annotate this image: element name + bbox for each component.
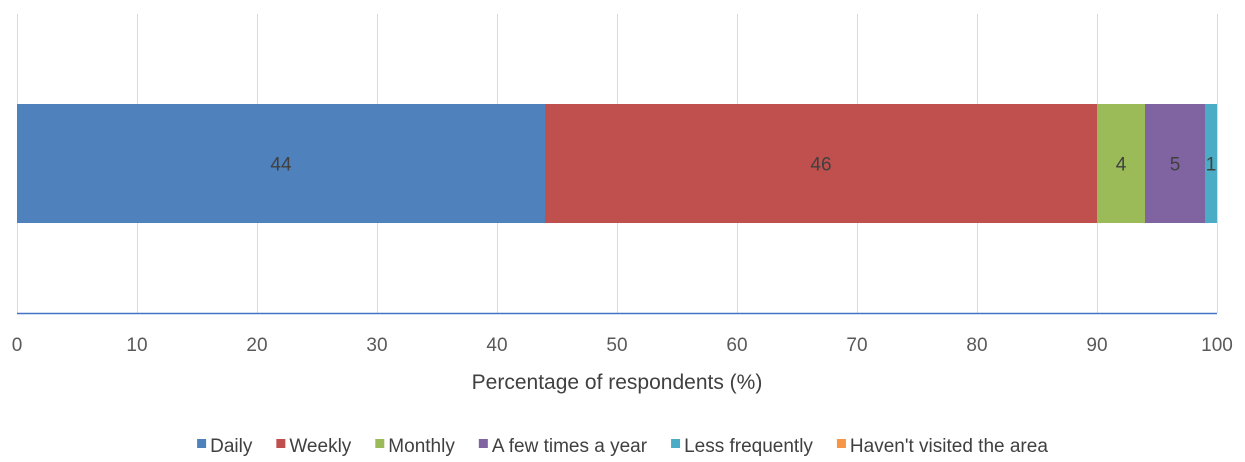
x-tick-labels: 0 10 20 30 40 50 60 70 80 90 100	[12, 335, 1233, 356]
bar-segment-4	[1205, 104, 1217, 223]
data-label-0: 44	[270, 155, 292, 176]
data-label-1: 46	[810, 155, 831, 176]
bar-segment-0	[17, 104, 545, 223]
x-tick-label-50: 50	[606, 335, 627, 356]
legend-item-1: Weekly	[276, 436, 352, 457]
x-tick-label-0: 0	[12, 335, 23, 356]
legend-swatch-1	[276, 439, 286, 448]
legend-swatch-3	[478, 439, 488, 448]
legend-item-5: Haven't visited the area	[836, 436, 1048, 457]
legend-item-3: A few times a year	[478, 436, 648, 457]
x-axis-title: Percentage of respondents (%)	[472, 371, 763, 394]
bar-segments: 44 46 4 5 1	[17, 104, 1217, 223]
bar-segment-2	[1097, 104, 1145, 223]
x-tick-label-80: 80	[966, 335, 987, 356]
legend-swatch-4	[671, 439, 681, 448]
legend-item-2: Monthly	[375, 436, 455, 457]
legend-label-1: Weekly	[289, 436, 351, 457]
legend-label-4: Less frequently	[684, 436, 813, 457]
data-label-4: 1	[1206, 155, 1217, 176]
data-label-2: 4	[1116, 155, 1127, 176]
data-label-3: 5	[1170, 155, 1181, 176]
legend-swatch-0	[197, 439, 207, 448]
x-tick-label-10: 10	[126, 335, 147, 356]
legend: Daily Weekly Monthly A few times a year Less…	[197, 436, 1048, 457]
legend-label-3: A few times a year	[492, 436, 648, 457]
legend-swatch-2	[375, 439, 385, 448]
x-tick-label-40: 40	[486, 335, 507, 356]
x-tick-label-70: 70	[846, 335, 867, 356]
legend-label-5: Haven't visited the area	[850, 436, 1048, 457]
bar-segment-3	[1145, 104, 1205, 223]
legend-label-2: Monthly	[388, 436, 455, 457]
x-tick-label-60: 60	[726, 335, 747, 356]
x-tick-label-30: 30	[366, 335, 387, 356]
x-tick-label-100: 100	[1201, 335, 1233, 356]
legend-label-0: Daily	[210, 436, 253, 457]
x-tick-label-20: 20	[246, 335, 267, 356]
legend-item-4: Less frequently	[671, 436, 813, 457]
bar-segment-1	[545, 104, 1097, 223]
x-tick-label-90: 90	[1086, 335, 1107, 356]
legend-swatch-5	[836, 439, 846, 448]
legend-item-0: Daily	[197, 436, 253, 457]
